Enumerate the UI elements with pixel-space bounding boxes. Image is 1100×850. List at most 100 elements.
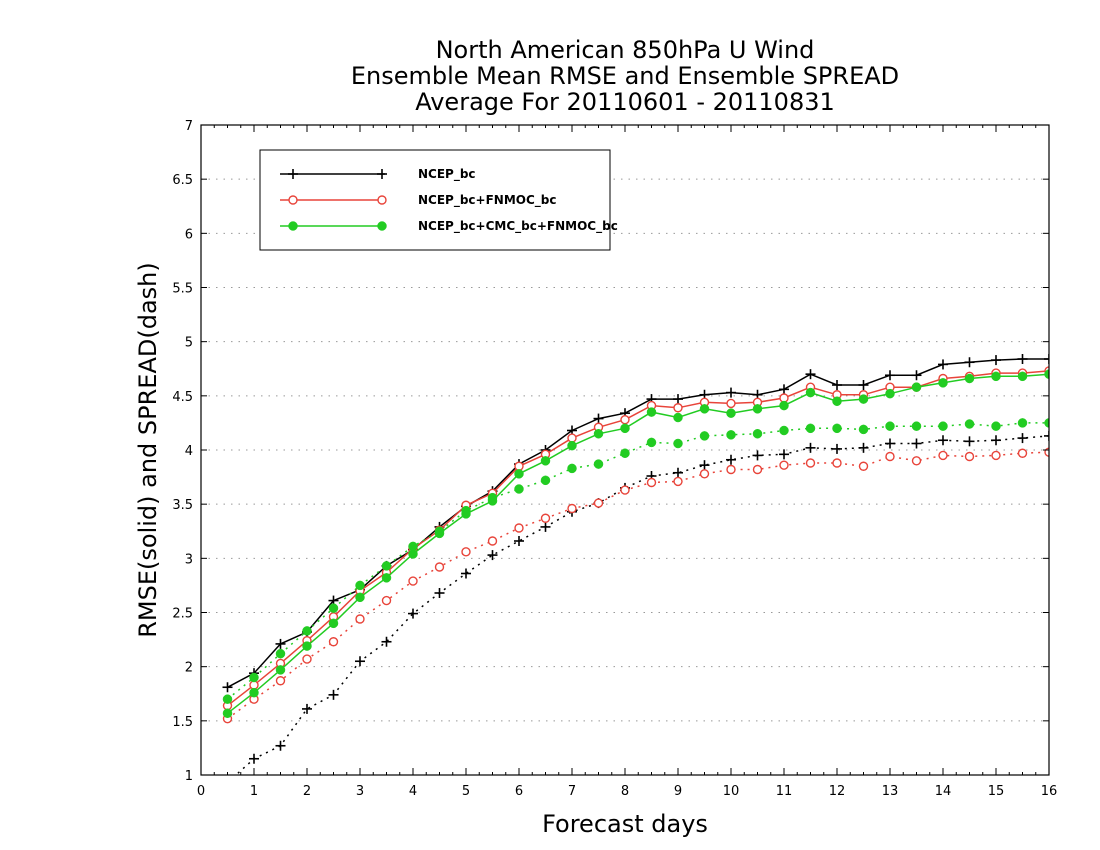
series-0-rmse-point [832, 380, 842, 390]
series-2-rmse-point [302, 641, 312, 651]
series-2-rmse-line [227, 373, 1049, 714]
series-2-spread-point [514, 484, 524, 494]
series-1-spread-point [805, 458, 816, 468]
series-2-rmse-point [222, 708, 233, 718]
series-0-spread-point [381, 636, 392, 647]
series-1-spread-line [227, 451, 1049, 720]
series-2-spread-point [646, 437, 657, 448]
series-2-spread-point [381, 561, 392, 571]
series-2-rmse-point [434, 528, 445, 539]
series-0-spread-point [779, 449, 789, 460]
series-0-spread-point [805, 442, 816, 453]
series-0-spread-point [487, 550, 498, 561]
series-2-rmse-point [964, 373, 975, 384]
series-1-spread-point [434, 562, 445, 572]
series-2-spread-point [673, 438, 683, 449]
series-2-rmse-point [540, 456, 551, 466]
legend-entries: NCEP_bc NCEP_bc+FNMOC_bc NCEP_bc+CMC_bc+FN… [280, 167, 618, 234]
series-1-spread-point [328, 637, 339, 647]
series-0-spread-point [938, 435, 948, 446]
series-0-spread-point [540, 521, 551, 532]
series-0-spread-point [858, 442, 869, 453]
series-1-spread-point [514, 523, 524, 533]
series-2-spread-point [620, 448, 630, 458]
x-tick-label: 11 [776, 784, 793, 799]
series-2-spread-point [779, 425, 789, 436]
series-1-spread-point [858, 461, 869, 471]
chart-title-line-3: Average For 20110601 - 20110831 [415, 88, 835, 116]
y-tick-label: 7 [185, 119, 193, 134]
series-2-rmse-point [646, 407, 657, 417]
series-2-spread-point [938, 421, 948, 431]
series-1-rmse-point [567, 433, 577, 443]
x-tick-label: 7 [568, 784, 576, 799]
y-tick-label: 5 [185, 336, 193, 351]
series-2-rmse-point [567, 440, 577, 451]
series-0-rmse-point [858, 380, 869, 390]
series-0-spread-point [991, 435, 1001, 446]
series-1-rmse-point [673, 403, 683, 413]
series-1-spread-point [593, 498, 604, 508]
series-0-spread-point [752, 450, 763, 461]
series-1-spread-point [699, 469, 710, 479]
series-2-spread-point [991, 421, 1001, 431]
series-0-rmse-point [275, 638, 286, 649]
legend-marker-right [377, 221, 387, 231]
series-0-spread-point [885, 438, 895, 449]
series-1-spread-point [646, 477, 657, 488]
series-0-spread-point [726, 454, 736, 465]
chart-title-line-2: Ensemble Mean RMSE and Ensemble SPREAD [351, 62, 899, 90]
y-tick-label: 1 [185, 769, 193, 784]
series-1-spread-point [938, 450, 948, 461]
series-2-spread-point [885, 421, 895, 431]
series-0-rmse-point [911, 370, 922, 381]
series-1-spread-point [964, 451, 975, 462]
series-2-spread-point [699, 431, 710, 441]
series-2-spread-point [540, 475, 551, 486]
x-tick-label: 5 [462, 784, 470, 799]
series-1-spread-point [1017, 448, 1028, 458]
series-1-spread-point [567, 503, 577, 514]
series-0-spread-point [832, 443, 842, 454]
series-1-rmse-point [514, 461, 524, 471]
series-2-spread-point [593, 459, 604, 469]
x-tick-label: 15 [988, 784, 1005, 799]
series-1-spread-point [487, 536, 498, 546]
series-2-rmse-point [487, 496, 498, 506]
series-0-rmse-point [991, 355, 1001, 366]
x-tick-label: 3 [356, 784, 364, 799]
series-1-spread-point [355, 614, 365, 624]
series-1-rmse-point [779, 393, 789, 403]
series-0-rmse-point [1044, 354, 1049, 364]
series-1-spread-point [991, 450, 1001, 461]
series-1-spread-point [885, 451, 895, 462]
series-0-rmse-point [1017, 354, 1028, 364]
series-layer [222, 354, 1049, 775]
x-axis-label: Forecast days [542, 810, 708, 838]
series-1-spread-point [779, 460, 789, 470]
series-0-spread-point [249, 753, 259, 764]
series-2-rmse-point [858, 394, 869, 404]
series-2-rmse-point [355, 592, 365, 603]
x-tick-label: 16 [1041, 784, 1058, 799]
series-2-rmse-point [1044, 369, 1049, 379]
series-1-rmse-point [726, 398, 736, 409]
series-0-rmse-point [222, 682, 233, 693]
series-0-spread-point [302, 703, 312, 714]
x-tick-label: 13 [882, 784, 899, 799]
series-0-rmse-point [805, 369, 816, 380]
series-1-spread-point [275, 676, 286, 686]
series-2-spread-point [249, 672, 259, 683]
series-2-spread-point [805, 423, 816, 434]
series-1-spread-point [381, 595, 392, 606]
series-2-rmse-point [673, 412, 683, 423]
y-tick-label: 4.5 [172, 390, 193, 405]
series-2-spread-point [1017, 418, 1028, 428]
x-tick-label: 10 [723, 784, 740, 799]
x-tick-label: 14 [935, 784, 952, 799]
legend-marker-right [377, 195, 387, 205]
series-0-spread-point [408, 608, 418, 619]
series-0-rmse-point [964, 357, 975, 368]
series-1-spread-point [726, 464, 736, 475]
series-0-rmse-point [779, 384, 789, 395]
